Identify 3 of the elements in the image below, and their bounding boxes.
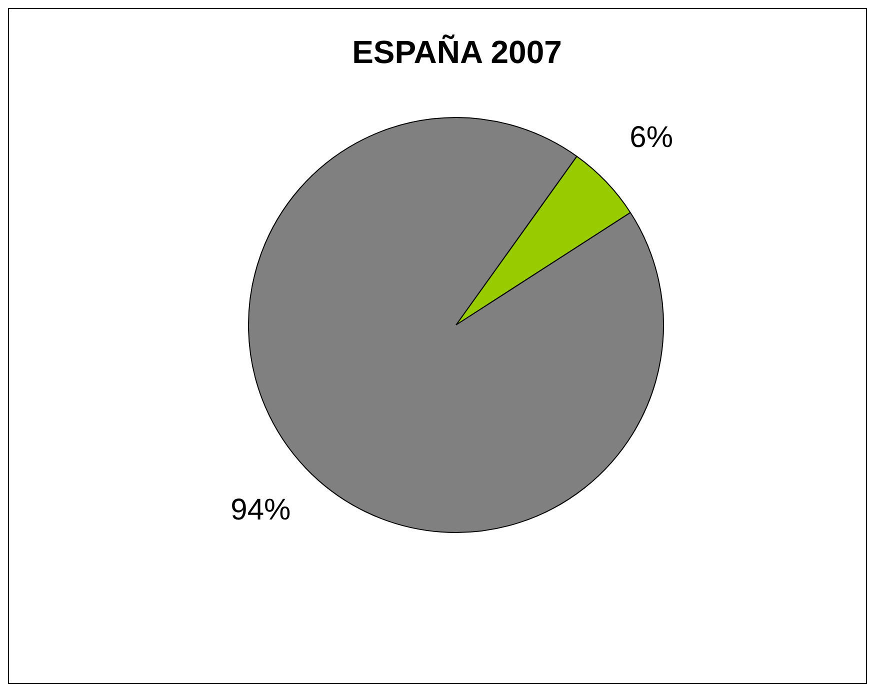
chart-title: ESPAÑA 2007 bbox=[352, 34, 562, 70]
data-label: 94% bbox=[230, 493, 291, 526]
data-label: 6% bbox=[630, 121, 674, 154]
